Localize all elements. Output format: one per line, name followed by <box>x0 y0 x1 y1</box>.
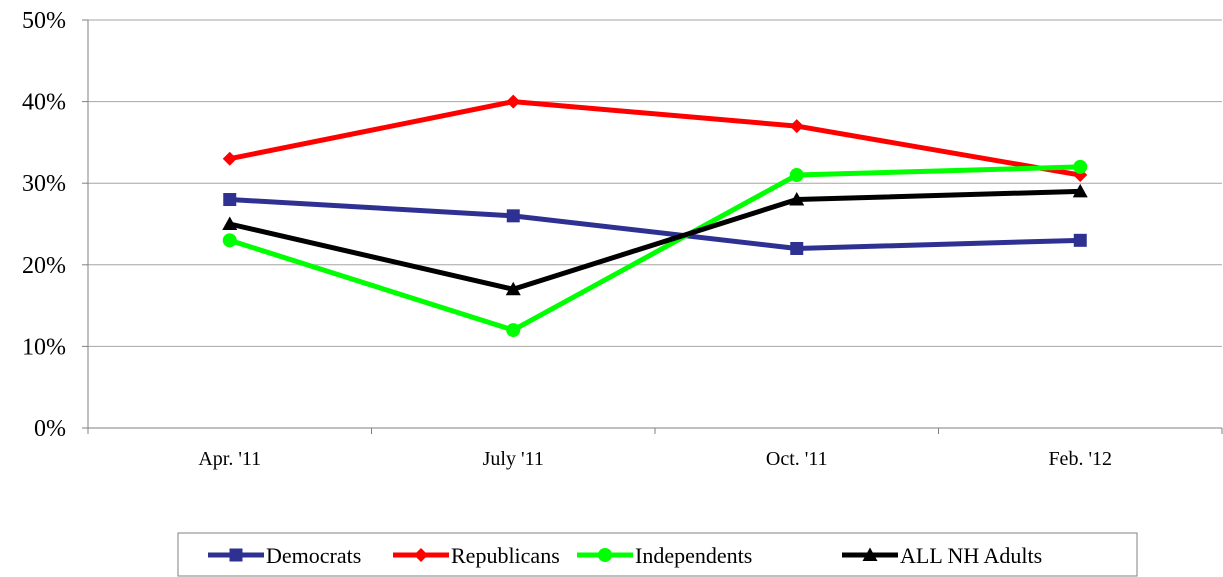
legend-label: ALL NH Adults <box>900 543 1042 568</box>
data-point-democrats <box>1073 233 1087 247</box>
series-line-republicans <box>229 99 1081 178</box>
data-point-independents <box>506 323 521 338</box>
y-tick-label: 40% <box>22 90 66 116</box>
data-point-all-nh-adults <box>1072 183 1088 198</box>
series-line-democrats <box>229 197 1081 251</box>
y-tick-label: 30% <box>22 171 66 197</box>
axes <box>87 20 1222 429</box>
legend-swatch-marker <box>598 548 612 562</box>
legend-entry-democrats: Democrats <box>208 543 361 568</box>
legend-label: Independents <box>635 543 752 568</box>
y-tick-label: 50% <box>22 8 66 34</box>
y-tick-label: 10% <box>22 334 66 360</box>
legend-swatch-marker <box>862 547 878 561</box>
data-point-republicans <box>789 119 804 134</box>
series-line-independents <box>228 164 1081 333</box>
data-point-independents <box>222 233 237 248</box>
series-all-nh-adults <box>222 183 1088 296</box>
legend-box <box>177 532 1138 577</box>
data-point-all-nh-adults <box>505 281 521 296</box>
gridlines <box>88 19 1222 347</box>
data-point-independents <box>1073 159 1088 174</box>
series-independents <box>222 159 1088 338</box>
x-tick-label: Feb. '12 <box>1048 448 1112 470</box>
legend: Democrats Republicans Independents ALL NH A… <box>177 532 1138 577</box>
x-axis-ticks: Apr. '11 July '11 Oct. '11 Feb. '12 <box>87 428 1223 470</box>
data-point-independents <box>789 168 804 183</box>
data-point-republicans <box>506 94 521 109</box>
x-tick-label: Apr. '11 <box>198 448 261 470</box>
data-point-democrats <box>506 209 520 223</box>
series-democrats <box>223 193 1087 255</box>
y-tick-label: 0% <box>34 416 66 442</box>
y-axis-ticks: 0% 10% 20% 30% 40% 50% <box>22 8 88 442</box>
data-point-all-nh-adults <box>222 216 238 230</box>
x-tick-label: Oct. '11 <box>766 448 828 470</box>
series-lines <box>222 94 1088 338</box>
legend-label: Democrats <box>266 543 361 568</box>
legend-swatch-marker <box>414 548 428 562</box>
data-point-republicans <box>222 151 237 166</box>
legend-entry-all-nh-adults: ALL NH Adults <box>842 543 1042 568</box>
legend-entry-independents: Independents <box>577 543 752 568</box>
legend-entry-republicans: Republicans <box>393 543 560 568</box>
x-tick-label: July '11 <box>483 448 544 470</box>
data-point-democrats <box>223 193 237 207</box>
data-point-democrats <box>790 241 804 255</box>
series-line-all-nh-adults <box>229 188 1081 292</box>
y-tick-label: 20% <box>22 253 66 279</box>
legend-swatch-marker <box>229 548 243 562</box>
legend-label: Republicans <box>451 543 560 568</box>
data-point-all-nh-adults <box>789 192 805 206</box>
